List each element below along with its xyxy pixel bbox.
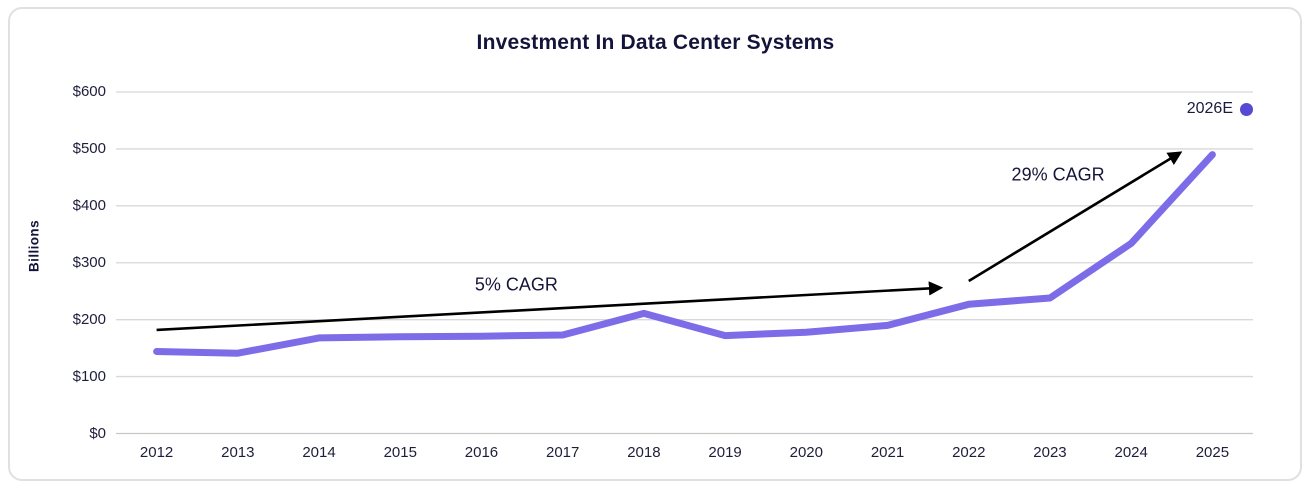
trend-arrow: [156, 281, 944, 332]
x-tick-label: 2025: [1195, 444, 1230, 461]
data-series-line: [153, 151, 1216, 357]
x-tick-label: 2019: [708, 444, 742, 461]
x-tick-label: 2020: [789, 444, 823, 461]
x-tick-label: 2024: [1114, 444, 1148, 461]
trend-annotation-29pct-cagr: 29% CAGR: [1011, 164, 1105, 185]
x-tick-label: 2017: [545, 444, 580, 461]
y-tick-label: $0: [89, 424, 106, 442]
chart-card: [8, 7, 1302, 481]
y-tick-label: $200: [72, 310, 106, 328]
y-tick-label: $600: [72, 83, 106, 100]
x-tick-label: 2013: [221, 444, 255, 461]
legend-label: 2026E: [1186, 100, 1233, 117]
x-tick-label: 2014: [302, 444, 336, 461]
y-tick-label: $400: [72, 196, 106, 214]
chart-title: Investment In Data Center Systems: [476, 31, 835, 54]
y-tick-label: $500: [72, 139, 106, 157]
x-tick-label: 2015: [383, 444, 417, 461]
x-tick-label: 2016: [464, 444, 499, 461]
y-tick-label: $100: [72, 367, 106, 385]
x-tick-label: 2022: [952, 444, 986, 461]
y-tick-label: $300: [72, 253, 106, 271]
x-tick-label: 2018: [627, 444, 661, 461]
x-tick-label: 2012: [139, 444, 174, 461]
x-tick-label: 2021: [870, 444, 905, 461]
legend: 2026E: [1187, 100, 1253, 118]
trend-annotation-5pct-cagr: 5% CAGR: [474, 274, 558, 295]
legend-dot-icon: [1240, 102, 1253, 116]
trend-arrow: [968, 151, 1183, 283]
x-tick-label: 2023: [1033, 444, 1067, 461]
